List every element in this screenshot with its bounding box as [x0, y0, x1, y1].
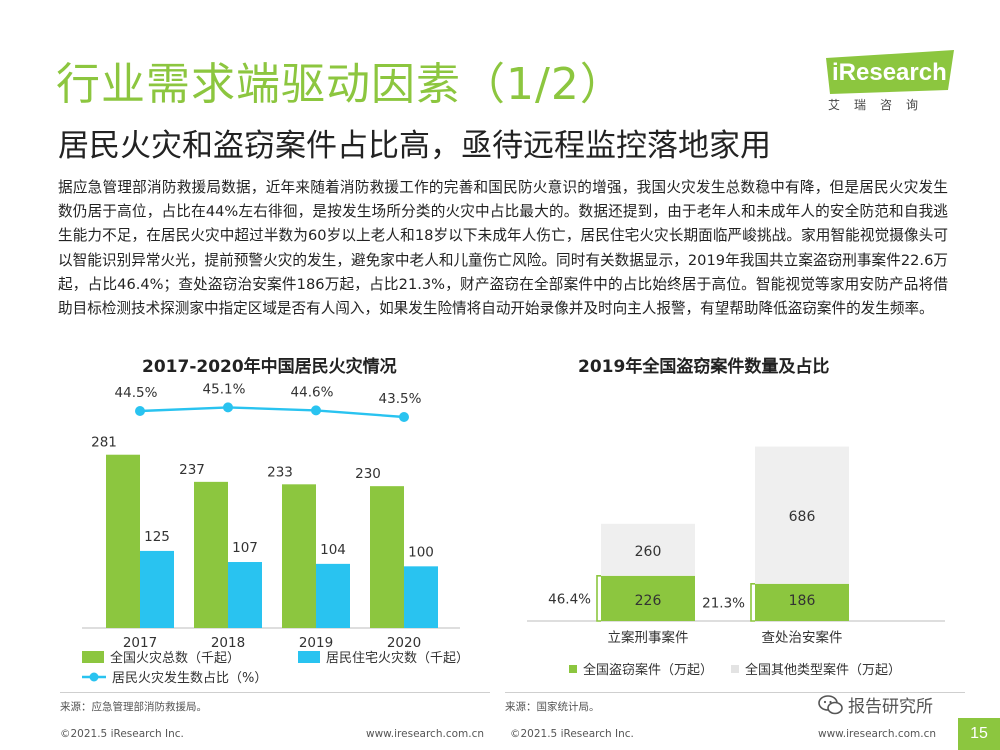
footer-url-right: www.iresearch.com.cn — [818, 728, 937, 740]
other-cases-value-label: 686 — [789, 509, 816, 525]
theft-bar-segment — [755, 583, 849, 621]
footer-copyright-left: ©2021.5 iResearch Inc. — [60, 728, 184, 740]
fire-chart-title: 2017-2020年中国居民火灾情况 — [142, 357, 397, 377]
fire-residential-bar — [316, 563, 350, 628]
iresearch-logo: iResearch 艾瑞咨询 — [826, 50, 956, 120]
theft-share-label: 46.4% — [548, 591, 591, 607]
fire-residential-bar — [140, 550, 174, 628]
fire-total-label: 233 — [267, 464, 293, 480]
fire-total-bar — [106, 454, 140, 628]
fire-year-tick: 2017 — [123, 635, 157, 651]
other-cases-bar-segment — [601, 523, 695, 576]
fire-chart-source: 来源：应急管理部消防救援局。 — [60, 701, 207, 713]
fire-share-point — [399, 412, 409, 422]
theft-chart-title: 2019年全国盗窃案件数量及占比 — [578, 357, 830, 377]
legend-fire-residential-label: 居民住宅火灾数（千起） — [326, 650, 469, 666]
legend-other-swatch — [731, 665, 739, 673]
fire-total-bar — [194, 481, 228, 628]
fire-share-label: 43.5% — [379, 391, 422, 407]
fire-year-tick: 2020 — [387, 635, 421, 651]
share-bracket — [596, 575, 601, 622]
share-bracket — [750, 583, 755, 622]
footer-url-left: www.iresearch.com.cn — [366, 728, 485, 740]
fire-share-point — [223, 402, 233, 413]
legend-fire-residential-swatch — [298, 651, 320, 663]
fire-total-label: 230 — [355, 466, 381, 482]
fire-share-point — [135, 406, 145, 416]
logo-text: iResearch — [832, 59, 947, 86]
logo-badge-icon — [826, 50, 954, 94]
page-title: 行业需求端驱动因素（1/2） — [56, 59, 625, 110]
watermark-text: 报告研究所 — [848, 697, 933, 717]
theft-value-label: 226 — [635, 593, 662, 609]
fire-total-bar — [282, 484, 316, 628]
fire-residential-label: 107 — [232, 540, 258, 556]
fire-total-bar — [370, 486, 404, 628]
footer-copyright-right: ©2021.5 iResearch Inc. — [510, 728, 634, 740]
fire-total-label: 281 — [91, 435, 117, 451]
page-subtitle: 居民火灾和盗窃案件占比高，亟待远程监控落地家用 — [58, 128, 771, 164]
fire-share-point — [311, 405, 321, 416]
left-divider — [60, 692, 490, 693]
fire-chart: 281 125 2017 237 107 2018 233 104 2019 230 100 2020… — [82, 381, 469, 686]
fire-total-label: 237 — [179, 462, 205, 478]
other-cases-value-label: 260 — [635, 544, 662, 560]
theft-category-tick: 查处治安案件 — [762, 629, 843, 646]
body-paragraph: 据应急管理部消防救援局数据，近年来随着消防救援工作的完善和国民防火意识的增强，我… — [58, 179, 948, 318]
fire-share-label: 45.1% — [203, 381, 246, 397]
right-divider — [505, 692, 965, 693]
legend-fire-total-label: 全国火灾总数（千起） — [110, 650, 240, 666]
fire-year-tick: 2019 — [299, 635, 333, 651]
theft-value-label: 186 — [789, 593, 816, 609]
theft-chart-source: 来源：国家统计局。 — [505, 701, 600, 713]
page-number: 15 — [958, 718, 1000, 750]
fire-residential-bar — [404, 566, 438, 628]
fire-residential-bar — [228, 562, 262, 628]
fire-residential-label: 100 — [408, 544, 434, 560]
theft-bar-segment — [601, 575, 695, 621]
wechat-icon — [818, 695, 843, 715]
theft-share-label: 21.3% — [702, 595, 745, 611]
fire-share-line — [139, 406, 405, 419]
theft-category-tick: 立案刑事案件 — [608, 629, 689, 646]
legend-fire-share-label: 居民火灾发生数占比（%） — [112, 670, 267, 686]
theft-chart: 226 260 46.4% 立案刑事案件 186 686 21.3% 查处治安案件全国盗窃案件… — [527, 446, 945, 678]
fire-residential-label: 125 — [144, 529, 170, 545]
legend-other-label: 全国其他类型案件（万起） — [745, 662, 901, 678]
legend-theft-swatch — [569, 665, 577, 673]
logo-subtitle: 艾瑞咨询 — [828, 98, 933, 112]
legend-fire-share-marker — [89, 672, 99, 682]
fire-residential-label: 104 — [320, 542, 346, 558]
other-cases-bar-segment — [755, 446, 849, 584]
legend-fire-total-swatch — [82, 651, 104, 663]
legend-theft-label: 全国盗窃案件（万起） — [583, 662, 713, 678]
fire-share-label: 44.6% — [291, 384, 334, 400]
fire-year-tick: 2018 — [211, 635, 245, 651]
fire-share-label: 44.5% — [115, 385, 158, 401]
